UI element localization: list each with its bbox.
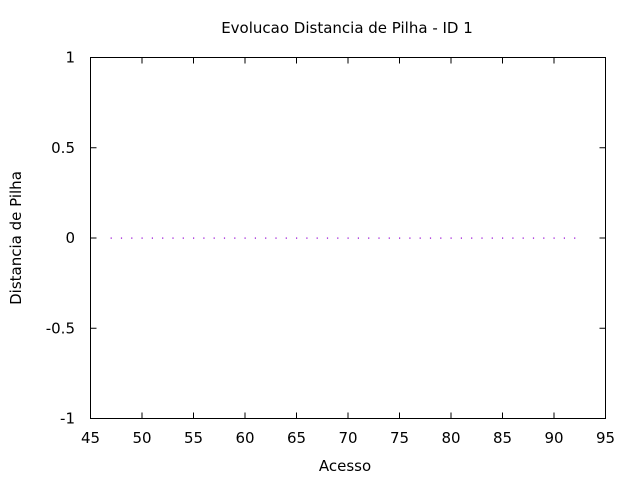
data-point: [337, 237, 339, 239]
chart-title: Evolucao Distancia de Pilha - ID 1: [221, 19, 473, 37]
data-point: [254, 237, 256, 239]
data-point: [460, 237, 462, 239]
data-point: [120, 237, 123, 239]
data-point: [399, 237, 401, 239]
data-point: [141, 237, 143, 239]
data-point: [265, 237, 267, 239]
axis-ticks: [90, 57, 606, 419]
x-tick-label: 65: [287, 429, 306, 447]
data-point: [306, 237, 308, 239]
data-points: [110, 237, 576, 239]
data-point: [378, 237, 380, 239]
data-point: [388, 237, 390, 239]
x-tick-label: 45: [81, 429, 100, 447]
data-point: [275, 237, 277, 239]
data-point: [409, 237, 411, 239]
data-point: [429, 237, 432, 239]
data-point: [110, 237, 112, 239]
x-tick-label: 80: [441, 429, 460, 447]
x-tick-label: 55: [184, 429, 203, 447]
data-point: [285, 237, 287, 239]
data-point: [512, 237, 514, 239]
y-tick-label: 0: [65, 229, 75, 247]
x-tick-label: 70: [338, 429, 357, 447]
data-point: [203, 237, 205, 239]
x-axis-label: Acesso: [319, 457, 371, 475]
x-tick-label: 75: [390, 429, 409, 447]
y-tick-label: 0.5: [51, 139, 75, 157]
data-point: [193, 237, 195, 239]
x-tick-label: 95: [596, 429, 615, 447]
data-point: [244, 237, 246, 239]
data-point: [172, 237, 174, 239]
data-point: [131, 237, 133, 239]
data-point: [574, 237, 576, 239]
x-tick-label: 50: [132, 429, 151, 447]
data-point: [357, 237, 359, 239]
data-point: [502, 237, 504, 239]
data-point: [326, 237, 329, 239]
data-point: [522, 237, 524, 239]
data-point: [296, 237, 298, 239]
data-point: [491, 237, 493, 239]
data-point: [182, 237, 184, 239]
data-point: [481, 237, 483, 239]
y-tick-label: -0.5: [46, 319, 75, 337]
data-point: [471, 237, 473, 239]
x-tick-label: 90: [544, 429, 563, 447]
data-point: [563, 237, 565, 239]
data-point: [440, 237, 442, 239]
y-tick-label: 1: [65, 49, 75, 67]
data-point: [450, 237, 452, 239]
y-tick-label: -1: [60, 410, 75, 428]
data-point: [223, 237, 226, 239]
data-point: [419, 237, 421, 239]
y-axis-label: Distancia de Pilha: [7, 171, 25, 305]
data-point: [316, 237, 318, 239]
data-point: [151, 237, 153, 239]
x-tick-labels: 45 50 55 60 65 70 75 80 85 90 95: [81, 429, 615, 447]
x-tick-label: 60: [235, 429, 254, 447]
data-point: [347, 237, 349, 239]
data-point: [368, 237, 370, 239]
data-point: [213, 237, 215, 239]
data-point: [553, 237, 555, 239]
y-tick-labels: -1 -0.5 0 0.5 1: [46, 49, 75, 428]
data-point: [532, 237, 535, 239]
data-point: [162, 237, 164, 239]
x-tick-label: 85: [493, 429, 512, 447]
data-point: [543, 237, 545, 239]
data-point: [234, 237, 236, 239]
